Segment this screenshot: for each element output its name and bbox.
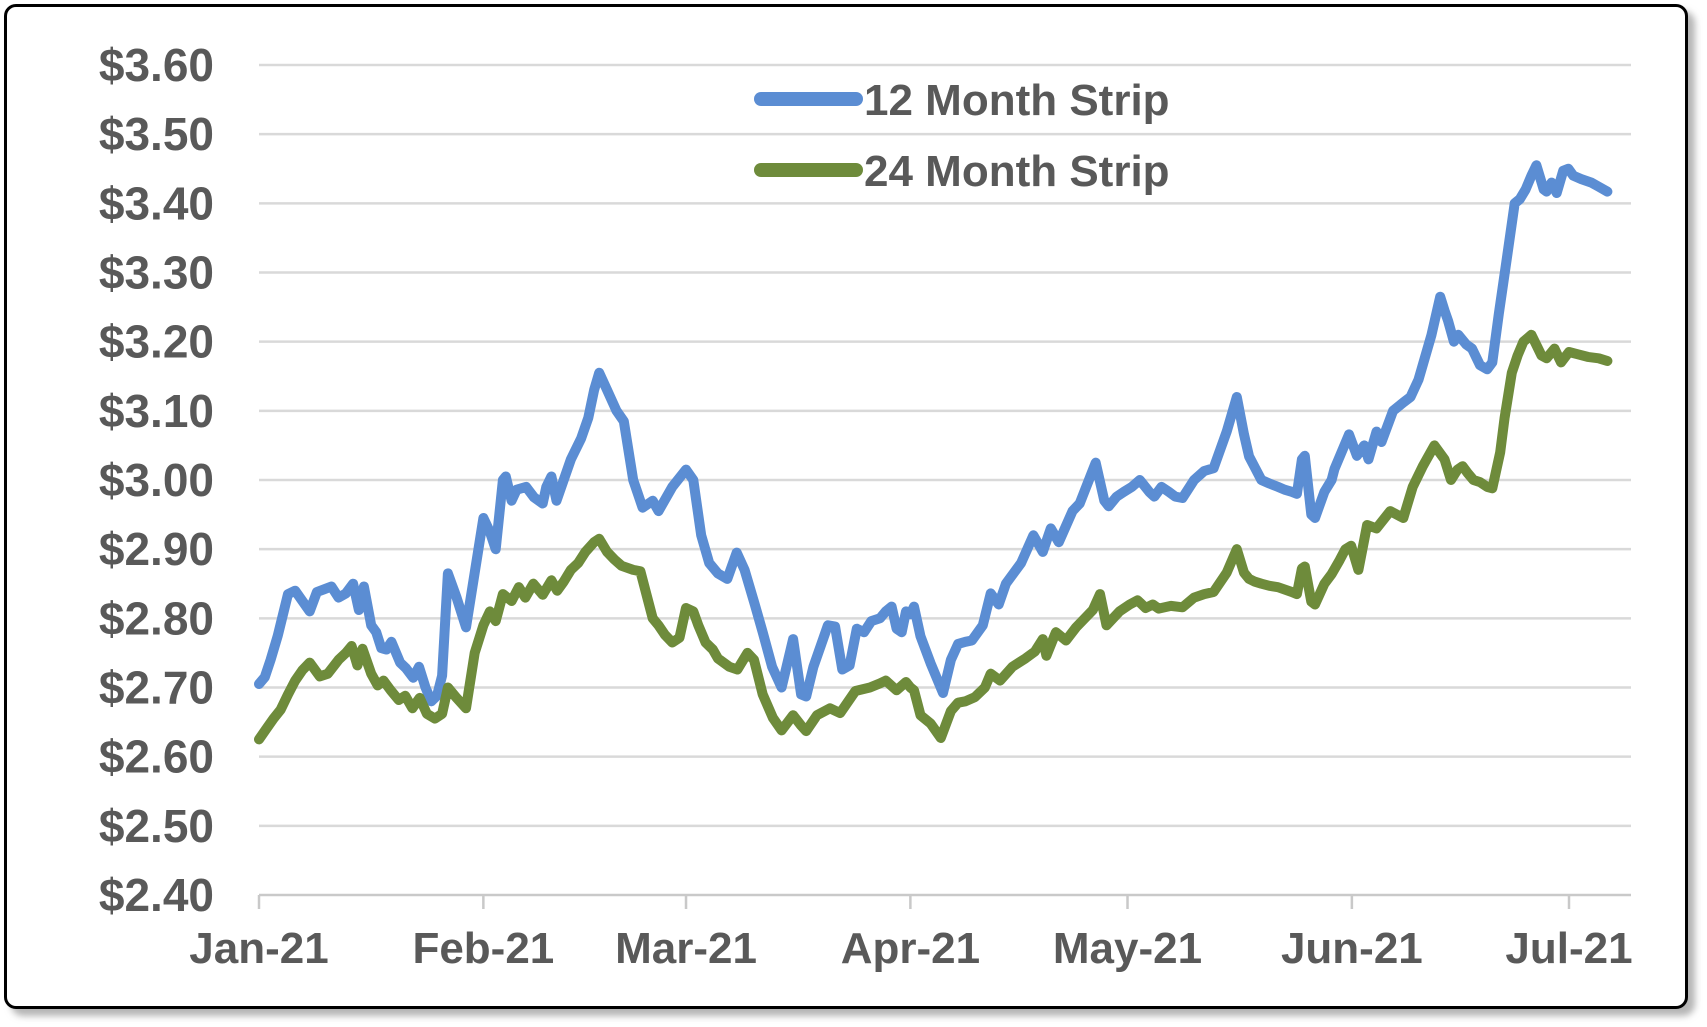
y-axis-label: $2.50 — [99, 800, 214, 852]
series-line-12-month-strip — [254, 160, 1613, 707]
y-axis-label: $2.40 — [99, 869, 214, 921]
y-axis-label: $3.20 — [99, 316, 214, 368]
y-axis-label: $3.60 — [99, 39, 214, 91]
line-chart: $3.60 $3.50 $3.40 $3.30 $3.20 $3.10 $3.00 $2.90… — [99, 39, 1633, 973]
y-axis-label: $3.00 — [99, 454, 214, 506]
y-axis-label: $2.80 — [99, 592, 214, 644]
legend-item-12-month-strip: 12 Month Strip — [754, 76, 1170, 125]
legend-item-24-month-strip: 24 Month Strip — [754, 147, 1170, 196]
legend-label: 24 Month Strip — [864, 147, 1170, 196]
series-line-24-month-strip — [254, 329, 1613, 745]
x-axis-label: Apr-21 — [841, 924, 980, 973]
legend-label: 12 Month Strip — [864, 76, 1170, 125]
y-axis-label: $3.30 — [99, 247, 214, 299]
y-axis-label: $2.70 — [99, 662, 214, 714]
x-axis-label: Jan-21 — [189, 924, 328, 973]
x-axis-label: Feb-21 — [412, 924, 554, 973]
price-strip-chart-card: $3.60 $3.50 $3.40 $3.30 $3.20 $3.10 $3.00 $2.90… — [4, 4, 1688, 1009]
y-axis-label: $3.50 — [99, 108, 214, 160]
x-axis-label: Jun-21 — [1281, 924, 1423, 973]
y-axis-label: $2.90 — [99, 523, 214, 575]
x-axis-label: Jul-21 — [1505, 924, 1632, 973]
y-axis-label: $2.60 — [99, 731, 214, 783]
y-axis-label: $3.40 — [99, 177, 214, 229]
y-axis-label: $3.10 — [99, 385, 214, 437]
x-axis-label: Mar-21 — [615, 924, 757, 973]
x-axis-label: May-21 — [1053, 924, 1202, 973]
